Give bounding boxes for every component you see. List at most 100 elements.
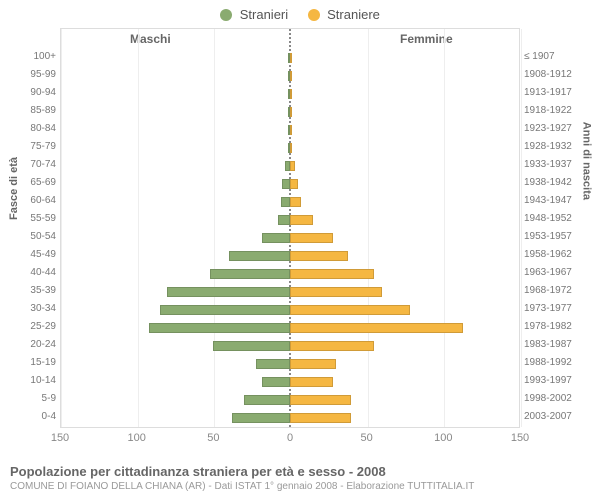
bar-row — [61, 213, 519, 227]
x-tick-label: 0 — [287, 432, 293, 444]
age-label: 55-59 — [6, 212, 56, 226]
bar-row — [61, 87, 519, 101]
age-label: 60-64 — [6, 194, 56, 208]
bar-female — [290, 323, 463, 333]
age-label: 50-54 — [6, 230, 56, 244]
bar-male — [213, 341, 290, 351]
bar-male — [244, 395, 290, 405]
bar-row — [61, 267, 519, 281]
birth-year-label: 1968-1972 — [524, 284, 594, 298]
birth-year-label: ≤ 1907 — [524, 50, 594, 64]
x-tick-label: 100 — [127, 432, 145, 444]
bar-female — [290, 53, 292, 63]
legend-male: Stranieri — [220, 6, 288, 22]
birth-year-label: 1988-1992 — [524, 356, 594, 370]
birth-year-label: 1993-1997 — [524, 374, 594, 388]
bar-female — [290, 287, 382, 297]
footer-title: Popolazione per cittadinanza straniera p… — [10, 464, 590, 479]
age-label: 70-74 — [6, 158, 56, 172]
age-label: 35-39 — [6, 284, 56, 298]
bar-male — [262, 377, 290, 387]
x-tick-label: 100 — [434, 432, 452, 444]
x-tick-label: 150 — [51, 432, 69, 444]
birth-year-label: 1918-1922 — [524, 104, 594, 118]
birth-year-label: 1908-1912 — [524, 68, 594, 82]
age-label: 100+ — [6, 50, 56, 64]
birth-year-label: 1973-1977 — [524, 302, 594, 316]
bar-female — [290, 395, 351, 405]
legend-female-label: Straniere — [327, 7, 380, 22]
bar-male — [232, 413, 290, 423]
bar-female — [290, 251, 348, 261]
birth-year-label: 1958-1962 — [524, 248, 594, 262]
bar-male — [281, 197, 290, 207]
birth-year-label: 1913-1917 — [524, 86, 594, 100]
birth-year-label: 1933-1937 — [524, 158, 594, 172]
bar-male — [282, 179, 290, 189]
bar-female — [290, 413, 351, 423]
age-label: 0-4 — [6, 410, 56, 424]
birth-year-label: 1983-1987 — [524, 338, 594, 352]
birth-year-label: 1948-1952 — [524, 212, 594, 226]
bar-row — [61, 375, 519, 389]
bar-row — [61, 141, 519, 155]
age-label: 25-29 — [6, 320, 56, 334]
bar-row — [61, 411, 519, 425]
bar-row — [61, 357, 519, 371]
bar-female — [290, 341, 374, 351]
birth-year-label: 1963-1967 — [524, 266, 594, 280]
age-label: 40-44 — [6, 266, 56, 280]
bar-female — [290, 161, 295, 171]
bar-row — [61, 321, 519, 335]
bar-row — [61, 69, 519, 83]
bar-row — [61, 249, 519, 263]
bar-male — [167, 287, 290, 297]
bar-row — [61, 123, 519, 137]
bar-row — [61, 105, 519, 119]
age-label: 30-34 — [6, 302, 56, 316]
birth-year-label: 1923-1927 — [524, 122, 594, 136]
birth-year-label: 1978-1982 — [524, 320, 594, 334]
pyramid-chart-container: Stranieri Straniere Maschi Femmine Fasce… — [0, 0, 600, 500]
birth-year-label: 2003-2007 — [524, 410, 594, 424]
age-label: 90-94 — [6, 86, 56, 100]
bar-female — [290, 377, 333, 387]
bar-row — [61, 195, 519, 209]
birth-year-label: 1953-1957 — [524, 230, 594, 244]
bar-female — [290, 359, 336, 369]
age-label: 95-99 — [6, 68, 56, 82]
x-tick-label: 50 — [207, 432, 219, 444]
bar-male — [210, 269, 290, 279]
x-tick-label: 150 — [511, 432, 529, 444]
birth-year-label: 1928-1932 — [524, 140, 594, 154]
bar-female — [290, 197, 301, 207]
legend-male-label: Stranieri — [240, 7, 288, 22]
bar-row — [61, 285, 519, 299]
birth-year-label: 1938-1942 — [524, 176, 594, 190]
bar-female — [290, 107, 292, 117]
bar-row — [61, 339, 519, 353]
bar-male — [262, 233, 290, 243]
footer: Popolazione per cittadinanza straniera p… — [10, 464, 590, 492]
bar-male — [278, 215, 290, 225]
age-label: 15-19 — [6, 356, 56, 370]
bar-row — [61, 177, 519, 191]
bar-female — [290, 233, 333, 243]
bar-female — [290, 125, 292, 135]
birth-year-label: 1998-2002 — [524, 392, 594, 406]
bar-female — [290, 179, 298, 189]
age-label: 45-49 — [6, 248, 56, 262]
bar-female — [290, 269, 374, 279]
bar-row — [61, 303, 519, 317]
bar-male — [160, 305, 290, 315]
bar-row — [61, 51, 519, 65]
bar-row — [61, 159, 519, 173]
legend-female-swatch — [308, 9, 320, 21]
bar-female — [290, 305, 410, 315]
footer-subtitle: COMUNE DI FOIANO DELLA CHIANA (AR) - Dat… — [10, 481, 590, 492]
legend: Stranieri Straniere — [0, 0, 600, 28]
bar-female — [290, 215, 313, 225]
age-label: 10-14 — [6, 374, 56, 388]
gridline — [521, 29, 522, 427]
chart-plot-area — [60, 28, 520, 428]
